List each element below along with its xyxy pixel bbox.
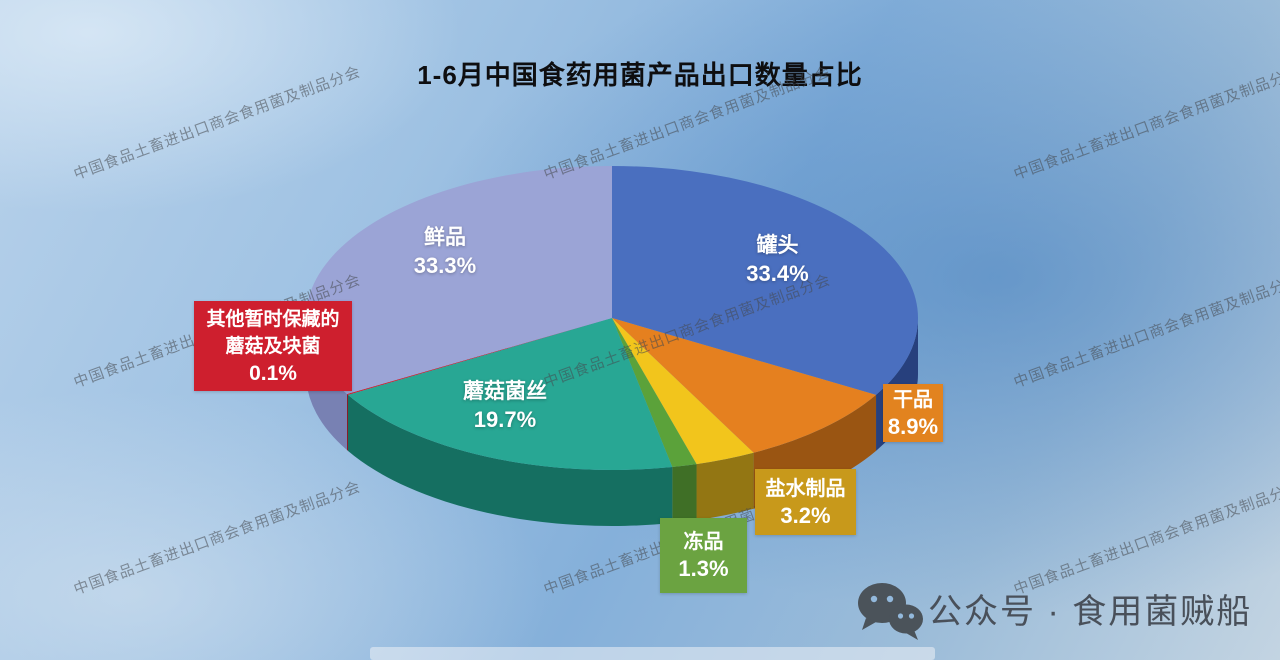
callout-name-line2: 蘑菇及块菌 xyxy=(225,335,321,357)
callout-percent: 0.1% xyxy=(249,361,297,385)
callout-name: 冻品 xyxy=(683,531,724,553)
slice-name: 蘑菇菌丝 xyxy=(463,380,547,403)
pie-slice-top-0 xyxy=(612,166,919,395)
pie-slice-side-3 xyxy=(672,464,697,524)
pie-slice-top-6 xyxy=(306,166,612,394)
pie-slice-top-5 xyxy=(347,318,612,395)
wechat-account-text: 公众号 · 食用菌贼船 xyxy=(928,593,1253,631)
pie-slice-side-2 xyxy=(696,452,754,521)
slice-label-mycelium: 蘑菇菌丝 19.7% xyxy=(420,378,590,434)
pie-slice-top-1 xyxy=(612,318,877,453)
callout-brine: 盐水制品 3.2% xyxy=(755,469,856,535)
slice-percent: 33.4% xyxy=(746,261,809,286)
slice-percent: 19.7% xyxy=(473,407,537,432)
slice-percent: 33.3% xyxy=(413,253,477,278)
callout-name: 盐水制品 xyxy=(765,477,846,500)
callout-percent: 3.2% xyxy=(780,502,831,528)
pie-slice-side-5 xyxy=(347,394,348,451)
slice-name: 罐头 xyxy=(756,234,799,257)
pie-slice-top-4 xyxy=(347,318,673,471)
pie-slice-side-4 xyxy=(347,394,673,527)
callout-name-line1: 其他暂时保藏的 xyxy=(206,308,340,330)
callout-dried: 干品 8.9% xyxy=(883,384,943,442)
page-title: 1-6月中国食药用菌产品出口数量占比 xyxy=(417,60,863,90)
slice-name: 鲜品 xyxy=(424,226,466,249)
callout-name: 干品 xyxy=(893,388,933,411)
slice-label-fresh: 鲜品 33.3% xyxy=(375,224,515,280)
bottom-light-strip xyxy=(370,647,935,660)
wechat-icon xyxy=(858,583,923,640)
pie-slice-top-2 xyxy=(612,318,754,465)
pie-slice-top-3 xyxy=(612,318,697,468)
callout-frozen: 冻品 1.3% xyxy=(660,518,747,593)
callout-percent: 8.9% xyxy=(887,413,939,439)
callout-percent: 1.3% xyxy=(678,556,729,581)
callout-other-preserved: 其他暂时保藏的 蘑菇及块菌 0.1% xyxy=(194,301,352,391)
slice-label-canned: 罐头 33.4% xyxy=(705,232,850,288)
